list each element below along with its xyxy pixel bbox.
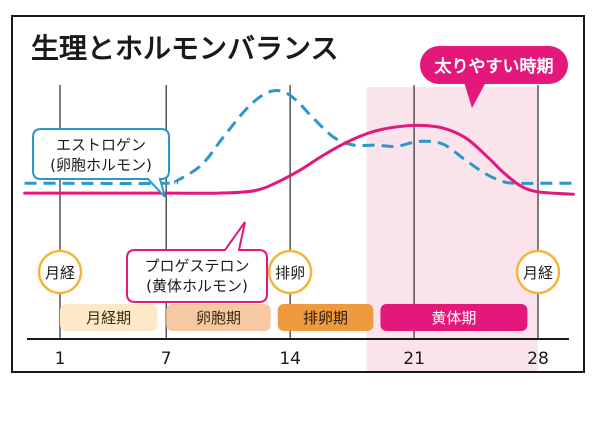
fat-prone-period-label: 太りやすい時期 <box>435 56 554 77</box>
event-marker-label: 月経 <box>523 264 553 282</box>
x-tick-label: 1 <box>55 349 66 369</box>
x-tick-label: 21 <box>403 349 425 369</box>
phase-label: 黄体期 <box>431 309 476 327</box>
phase-label: 卵胞期 <box>196 309 241 327</box>
fat-prone-period-badge: 太りやすい時期 <box>420 46 568 108</box>
x-tick-label: 7 <box>161 349 172 369</box>
x-tick-label: 14 <box>279 349 301 369</box>
estrogen-label-line2: (卵胞ホルモン) <box>50 156 152 174</box>
event-marker-label: 排卵 <box>275 264 305 282</box>
progesterone-label-line2: (黄体ホルモン) <box>146 277 248 295</box>
progesterone-line <box>23 123 575 196</box>
phase-bar-1: 卵胞期 <box>166 304 271 331</box>
hormone-chart: エストロゲン (卵胞ホルモン) プロゲステロン (黄体ホルモン) 月経 排卵 月経 月経期… <box>23 32 575 371</box>
progesterone-label-line1: プロゲステロン <box>144 257 249 275</box>
x-tick-label: 28 <box>527 349 549 369</box>
progesterone-label-callout: プロゲステロン (黄体ホルモン) <box>126 221 268 303</box>
estrogen-line <box>24 89 574 185</box>
estrogen-label-callout: エストロゲン (卵胞ホルモン) <box>32 128 170 198</box>
phase-bar-3: 黄体期 <box>380 304 528 331</box>
phase-label: 月経期 <box>86 309 131 327</box>
chart-title: 生理とホルモンバランス <box>31 32 338 65</box>
phase-bar-2: 排卵期 <box>277 304 374 331</box>
event-marker-label: 月経 <box>45 264 75 282</box>
event-marker-1: 排卵 <box>267 249 313 295</box>
phase-bar-0: 月経期 <box>60 304 158 331</box>
chart-frame: エストロゲン (卵胞ホルモン) プロゲステロン (黄体ホルモン) 月経 排卵 月経 月経期… <box>11 15 585 373</box>
event-marker-0: 月経 <box>37 249 83 295</box>
phase-label: 排卵期 <box>303 309 348 327</box>
estrogen-label-line1: エストロゲン <box>56 136 146 154</box>
event-marker-2: 月経 <box>515 249 561 295</box>
